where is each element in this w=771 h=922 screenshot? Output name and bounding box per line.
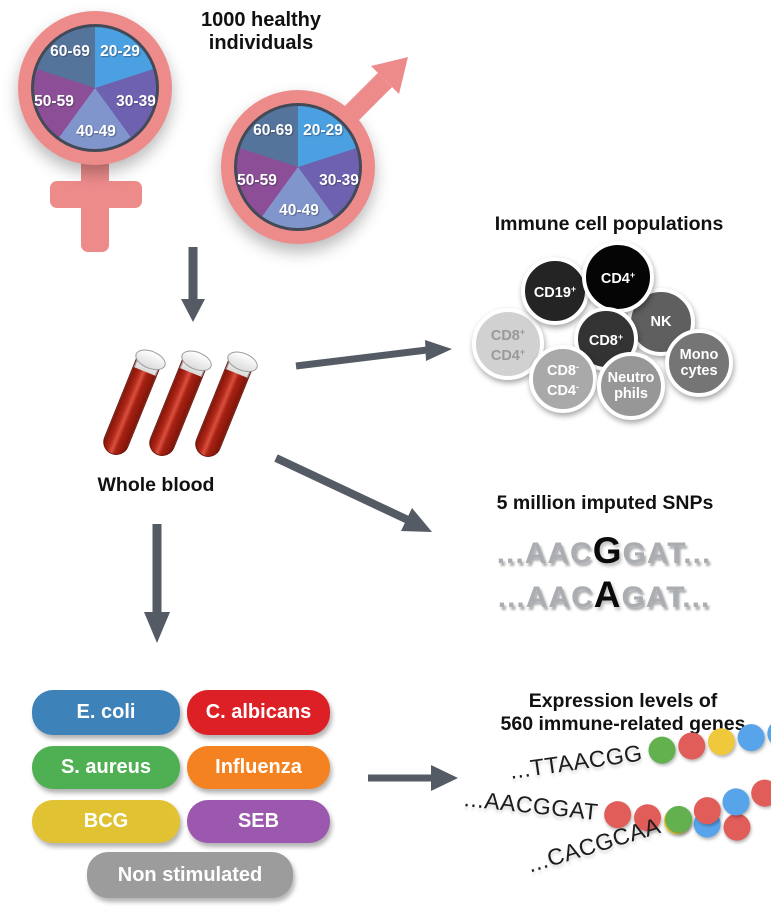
- age-group-label: 40-49: [279, 202, 319, 219]
- age-group-label: 40-49: [76, 123, 116, 140]
- snp-seq-1-pre: ...AAC: [496, 537, 593, 570]
- cell-population-cd19: CD19+: [521, 257, 589, 325]
- title-line-1: 1000 healthy: [200, 9, 322, 31]
- age-group-label: 20-29: [303, 122, 343, 139]
- strand-sequence: ...TTAACGG: [508, 739, 645, 784]
- cell-population-cd8neg-cd4neg: CD8- CD4-: [529, 345, 597, 413]
- age-group-label: 60-69: [50, 43, 90, 60]
- snps-title: 5 million imputed SNPs: [496, 492, 714, 514]
- female-age-pie-chart: [31, 24, 159, 152]
- expression-dot-blue: [719, 785, 753, 819]
- age-group-label: 30-39: [116, 93, 156, 110]
- age-group-label: 50-59: [34, 93, 74, 110]
- age-group-label: 30-39: [319, 172, 359, 189]
- age-group-label: 20-29: [100, 43, 140, 60]
- cell-population-monocytes: Mono cytes: [665, 329, 733, 397]
- age-group-label: 60-69: [253, 122, 293, 139]
- female-cross-arm: [50, 181, 142, 208]
- stimulus-pill-e-coli: E. coli: [32, 690, 180, 735]
- whole-blood-label: Whole blood: [97, 474, 215, 496]
- snp-sequence-1: ...AACGGAT...: [454, 530, 754, 572]
- snp-seq-2-pre: ...AAC: [497, 581, 594, 614]
- stimulus-pill-influenza: Influenza: [187, 746, 330, 789]
- expression-dot-green: [646, 734, 677, 766]
- expression-dot-red: [747, 776, 771, 811]
- immune-cells-title: Immune cell populations: [494, 213, 724, 235]
- snp-allele-1: G: [592, 530, 623, 571]
- expression-dot-blue: [765, 718, 771, 749]
- cell-population-cd4: CD4+: [582, 241, 654, 313]
- expression-dot-red: [676, 730, 707, 762]
- snp-sequence-2: ...AACAGAT...: [454, 574, 754, 616]
- expression-title-line-2: 560 immune-related genes: [500, 713, 746, 735]
- page-title: 1000 healthy individuals: [166, 9, 356, 55]
- strand-sequence: ...AACGGAT: [462, 785, 600, 826]
- expression-title: Expression levels of 560 immune-related …: [473, 690, 771, 736]
- expression-dot-blue: [735, 722, 767, 753]
- stimulus-pill-non-stimulated: Non stimulated: [87, 852, 293, 898]
- expression-dot-yellow: [705, 726, 737, 758]
- stimulus-pill-s-aureus: S. aureus: [32, 746, 180, 789]
- title-line-2: individuals: [208, 32, 314, 54]
- stimulus-pill-seb: SEB: [187, 800, 330, 843]
- snp-seq-2-post: GAT...: [621, 581, 711, 614]
- snp-allele-2: A: [593, 574, 622, 615]
- age-group-label: 50-59: [237, 172, 277, 189]
- cell-population-neutrophils: Neutro phils: [597, 352, 665, 420]
- expression-title-line-1: Expression levels of: [528, 690, 718, 712]
- stimulus-pill-c-albicans: C. albicans: [187, 690, 330, 735]
- cell-population-cd8pos-cd4pos: CD8+ CD4+: [472, 308, 544, 380]
- stimulus-pill-bcg: BCG: [32, 800, 180, 843]
- snp-seq-1-post: GAT...: [622, 537, 712, 570]
